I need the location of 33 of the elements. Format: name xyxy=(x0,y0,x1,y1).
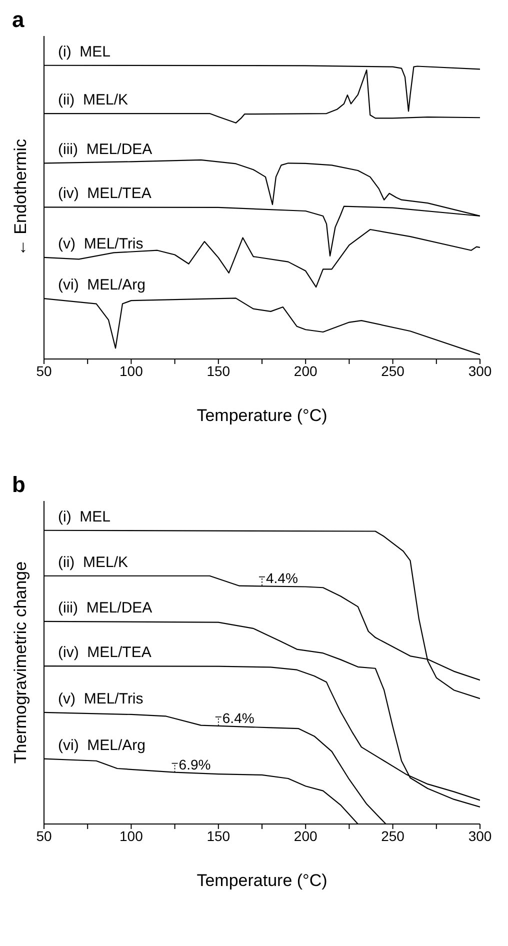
chart-title: a xyxy=(11,7,26,32)
y-axis-title: Thermogravimetric change xyxy=(11,561,30,764)
x-axis-title: Temperature (°C) xyxy=(196,406,328,425)
x-axis-title: Temperature (°C) xyxy=(196,871,328,890)
x-tick-label: 300 xyxy=(468,362,492,379)
x-tick-label: 150 xyxy=(206,828,230,844)
series-label: (i) MEL xyxy=(58,43,110,60)
series-label: (ii) MEL/K xyxy=(58,554,128,571)
series-label: (iii) MEL/DEA xyxy=(58,599,152,616)
y-axis-title: ← Endothermic xyxy=(11,138,30,256)
x-tick-label: 100 xyxy=(120,362,144,379)
x-tick-label: 50 xyxy=(36,828,52,844)
x-tick-label: 250 xyxy=(381,828,405,844)
series-label: (v) MEL/Tris xyxy=(58,235,144,252)
series-label: (vi) MEL/Arg xyxy=(58,276,146,294)
annotation: 6.9% xyxy=(178,756,211,772)
x-tick-label: 250 xyxy=(381,362,405,379)
series-label: (ii) MEL/K xyxy=(58,92,128,109)
series-label: (vi) MEL/Arg xyxy=(58,736,146,754)
series-label: (v) MEL/Tris xyxy=(58,690,144,708)
annotation: 6.4% xyxy=(222,710,254,726)
series-label: (iv) MEL/TEA xyxy=(58,185,152,202)
series-label: (iii) MEL/DEA xyxy=(58,141,152,158)
x-tick-label: 150 xyxy=(206,362,230,379)
annotation: 4.4% xyxy=(266,570,298,586)
x-tick-label: 300 xyxy=(468,828,492,844)
x-tick-label: 100 xyxy=(120,828,144,844)
x-tick-label: 200 xyxy=(294,828,318,844)
chart-title: b xyxy=(11,472,26,497)
x-tick-label: 50 xyxy=(36,362,52,379)
series-label: (iv) MEL/TEA xyxy=(58,644,152,662)
series-label: (i) MEL xyxy=(58,508,110,526)
x-tick-label: 200 xyxy=(294,362,318,379)
